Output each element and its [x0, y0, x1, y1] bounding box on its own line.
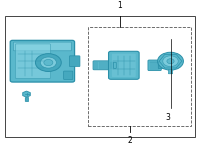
- FancyBboxPatch shape: [148, 60, 161, 71]
- FancyBboxPatch shape: [10, 40, 75, 82]
- FancyBboxPatch shape: [158, 62, 166, 69]
- FancyBboxPatch shape: [114, 62, 116, 68]
- Circle shape: [44, 59, 53, 66]
- Circle shape: [163, 56, 178, 67]
- FancyBboxPatch shape: [69, 56, 80, 67]
- FancyBboxPatch shape: [15, 44, 51, 78]
- FancyBboxPatch shape: [13, 42, 71, 51]
- FancyBboxPatch shape: [64, 71, 73, 79]
- Text: 3: 3: [165, 113, 170, 122]
- Circle shape: [40, 57, 56, 68]
- FancyBboxPatch shape: [109, 51, 139, 79]
- FancyBboxPatch shape: [88, 27, 191, 126]
- Circle shape: [158, 52, 183, 70]
- FancyBboxPatch shape: [5, 16, 195, 137]
- Text: 2: 2: [127, 136, 132, 145]
- FancyBboxPatch shape: [93, 61, 115, 70]
- Polygon shape: [23, 91, 30, 97]
- FancyBboxPatch shape: [168, 69, 173, 74]
- FancyBboxPatch shape: [25, 97, 28, 101]
- Circle shape: [167, 59, 174, 64]
- Text: 1: 1: [117, 1, 122, 10]
- FancyBboxPatch shape: [112, 54, 136, 77]
- Circle shape: [35, 54, 61, 71]
